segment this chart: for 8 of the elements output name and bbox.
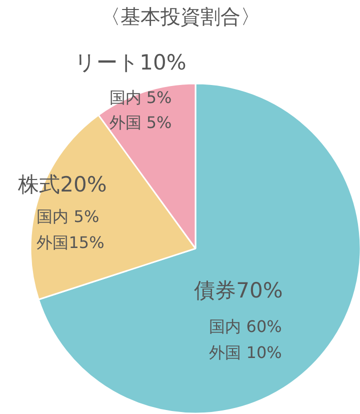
text: 国内 60% xyxy=(209,317,282,336)
text: 外国 10% xyxy=(209,343,282,362)
slice-label: リート10% xyxy=(74,50,186,74)
text: 外国15% xyxy=(36,233,104,252)
text: 国内 5% xyxy=(36,207,100,226)
chart-title: 〈基本投資割合〉 xyxy=(100,4,260,28)
slice-label: 債券70% xyxy=(194,278,283,302)
text: 外国 5% xyxy=(109,113,172,132)
